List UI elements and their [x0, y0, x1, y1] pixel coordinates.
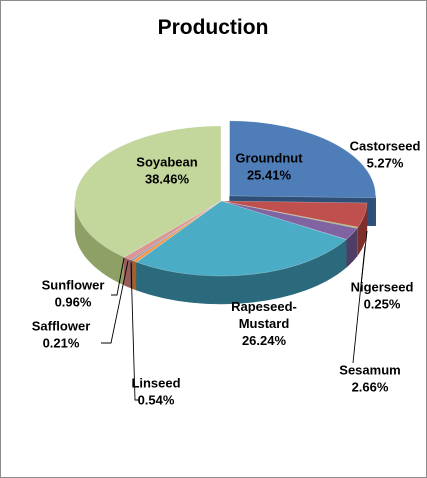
leader-line — [130, 262, 139, 401]
pie-slice — [135, 200, 347, 277]
data-label: 26.24% — [242, 333, 287, 348]
data-label: Castorseed — [350, 139, 421, 154]
data-label: Mustard — [239, 316, 290, 331]
leader-line — [101, 260, 129, 344]
pie-slice — [229, 120, 376, 199]
pie-slice — [74, 125, 222, 258]
pie-slice — [220, 200, 368, 228]
data-label: Nigerseed — [351, 280, 414, 295]
leader-lines — [101, 230, 368, 401]
data-label: 0.21% — [43, 336, 80, 351]
data-label: 25.41% — [247, 168, 292, 183]
leader-line — [352, 245, 366, 364]
data-label: Safflower — [32, 319, 91, 334]
data-label: 38.46% — [145, 172, 190, 187]
data-label: Groundnut — [235, 151, 303, 166]
data-label: 5.27% — [367, 156, 404, 171]
data-label: Rapeseed- — [231, 299, 297, 314]
pie-slice-side — [136, 238, 347, 305]
leader-line — [111, 257, 125, 296]
data-label: Sunflower — [42, 278, 105, 293]
slices-layer — [74, 120, 376, 305]
data-label: 0.96% — [55, 295, 92, 310]
pie-slice — [131, 200, 222, 263]
data-label: 0.25% — [364, 297, 401, 312]
pie-slice — [220, 200, 358, 240]
data-label: 2.66% — [352, 380, 389, 395]
data-labels: Groundnut 25.41% Castorseed 5.27% Nigerseed 0… — [32, 139, 421, 408]
data-label: Soyabean — [136, 155, 197, 170]
pie-slice-side — [132, 260, 137, 291]
data-label: Linseed — [131, 376, 180, 391]
chart-title: Production — [158, 16, 269, 39]
pie-slice — [123, 200, 222, 261]
data-label: Sesamum — [339, 363, 400, 378]
data-label: 0.54% — [138, 393, 175, 408]
pie-slice — [130, 200, 222, 261]
pie-slice — [220, 200, 359, 229]
